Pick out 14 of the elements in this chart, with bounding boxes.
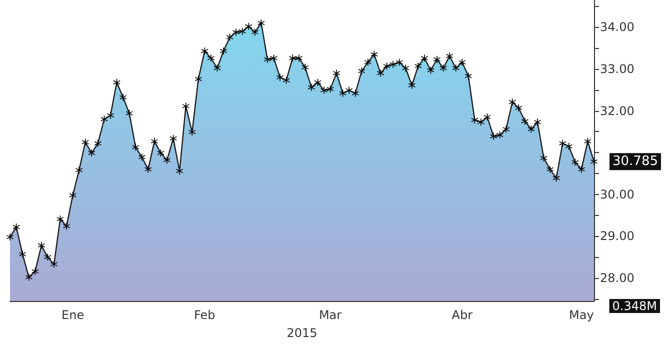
data-label: 30.785 <box>612 154 658 170</box>
x-tick-label: Mar <box>318 308 342 322</box>
text: 0.348M <box>612 299 658 313</box>
y-tick-label: 29.00 <box>600 229 634 244</box>
y-tick-label: 33.00 <box>600 62 634 76</box>
y-tick-label: 28.00 <box>600 271 634 286</box>
x-axis-title: 2015 <box>286 326 318 340</box>
x-tick-label: May <box>569 308 594 322</box>
y-tick-label: 30.00 <box>600 187 634 202</box>
y-tick-label: 32.00 <box>600 104 634 118</box>
x-tick-label: Abr <box>452 308 473 322</box>
x-tick-label: Feb <box>194 308 216 322</box>
x-tick-label: Ene <box>62 308 84 322</box>
y-tick-label: 34.00 <box>600 20 634 34</box>
